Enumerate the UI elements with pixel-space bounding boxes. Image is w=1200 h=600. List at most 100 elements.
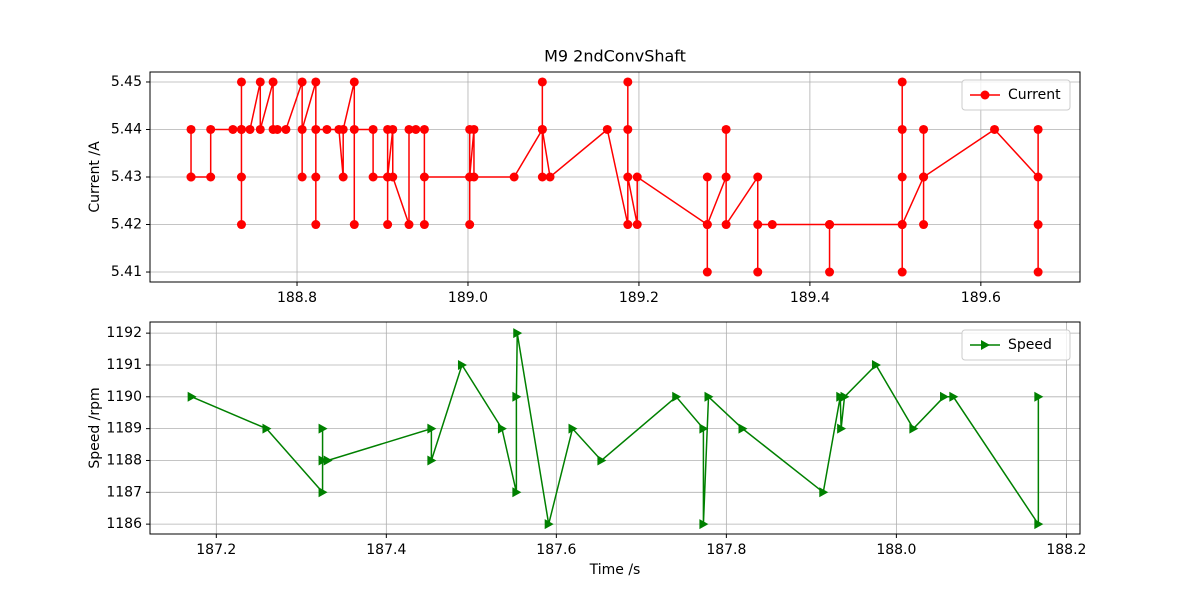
chart-title: M9 2ndConvShaft <box>544 47 686 66</box>
marker <box>349 77 359 87</box>
y-tick-label: 5.44 <box>111 121 142 137</box>
marker <box>245 124 255 134</box>
marker <box>632 172 642 182</box>
x-tick-label: 188.2 <box>1046 542 1086 558</box>
marker <box>897 172 907 182</box>
marker <box>338 172 348 182</box>
legend-label: Speed <box>1008 337 1052 353</box>
marker <box>513 328 523 339</box>
marker <box>738 423 748 434</box>
marker <box>419 172 429 182</box>
marker <box>404 220 414 230</box>
y-tick-label: 5.41 <box>111 264 142 280</box>
legend-marker <box>980 90 990 100</box>
marker <box>419 220 429 230</box>
marker <box>206 124 216 134</box>
marker <box>545 172 555 182</box>
marker <box>909 423 919 434</box>
marker <box>602 124 612 134</box>
marker <box>427 423 437 434</box>
marker <box>318 423 328 434</box>
marker <box>465 220 475 230</box>
marker <box>1034 391 1044 402</box>
marker <box>1033 267 1043 277</box>
marker <box>512 487 522 498</box>
marker <box>512 391 522 402</box>
marker <box>623 124 633 134</box>
marker <box>186 172 196 182</box>
marker <box>919 124 929 134</box>
marker <box>411 124 421 134</box>
marker <box>1034 519 1044 530</box>
marker <box>323 455 333 466</box>
x-tick-label: 187.8 <box>706 542 746 558</box>
marker <box>255 77 265 87</box>
x-tick-label: 188.8 <box>277 290 317 306</box>
y-tick-label: 5.45 <box>111 74 142 90</box>
marker <box>469 124 479 134</box>
marker <box>949 391 959 402</box>
y-tick-label: 1192 <box>106 325 142 341</box>
marker <box>318 487 328 498</box>
x-tick-label: 188.0 <box>876 542 916 558</box>
marker <box>632 220 642 230</box>
marker <box>871 359 881 370</box>
marker <box>837 423 847 434</box>
marker <box>919 220 929 230</box>
marker <box>1033 172 1043 182</box>
marker <box>672 391 682 402</box>
marker <box>699 519 709 530</box>
marker <box>187 391 197 402</box>
marker <box>939 391 949 402</box>
marker <box>228 124 238 134</box>
marker <box>702 267 712 277</box>
marker <box>388 124 398 134</box>
axes-frame <box>149 321 1081 535</box>
marker <box>349 220 359 230</box>
x-axis-label: Time /s <box>589 562 641 578</box>
x-tick-label: 187.4 <box>366 542 406 558</box>
marker <box>311 172 321 182</box>
marker <box>544 519 554 530</box>
marker <box>753 220 763 230</box>
marker <box>623 220 633 230</box>
marker <box>322 124 332 134</box>
marker <box>311 124 321 134</box>
marker <box>1033 220 1043 230</box>
marker <box>311 220 321 230</box>
marker <box>236 220 246 230</box>
marker <box>897 220 907 230</box>
x-tick-label: 187.6 <box>536 542 576 558</box>
marker <box>825 267 835 277</box>
y-tick-label: 1189 <box>106 421 142 437</box>
marker <box>767 220 777 230</box>
marker <box>753 267 763 277</box>
marker <box>699 423 709 434</box>
marker <box>990 124 1000 134</box>
y-tick-label: 1191 <box>106 357 142 373</box>
marker <box>368 172 378 182</box>
marker <box>236 124 246 134</box>
marker <box>623 172 633 182</box>
y-tick-label: 1188 <box>106 452 142 468</box>
marker <box>457 359 467 370</box>
y-axis-label: Speed /rpm <box>87 387 103 468</box>
marker <box>388 172 398 182</box>
marker <box>268 77 278 87</box>
marker <box>383 220 393 230</box>
legend-box <box>961 329 1071 361</box>
marker <box>509 172 519 182</box>
marker <box>255 124 265 134</box>
marker <box>1033 124 1043 134</box>
marker <box>311 77 321 87</box>
x-tick-label: 189.0 <box>448 290 488 306</box>
marker <box>919 172 929 182</box>
marker <box>702 220 712 230</box>
marker <box>297 124 307 134</box>
y-tick-label: 1186 <box>106 516 142 532</box>
y-axis-label: Current /A <box>87 141 103 213</box>
marker <box>537 124 547 134</box>
x-tick-label: 189.6 <box>961 290 1001 306</box>
marker <box>897 267 907 277</box>
